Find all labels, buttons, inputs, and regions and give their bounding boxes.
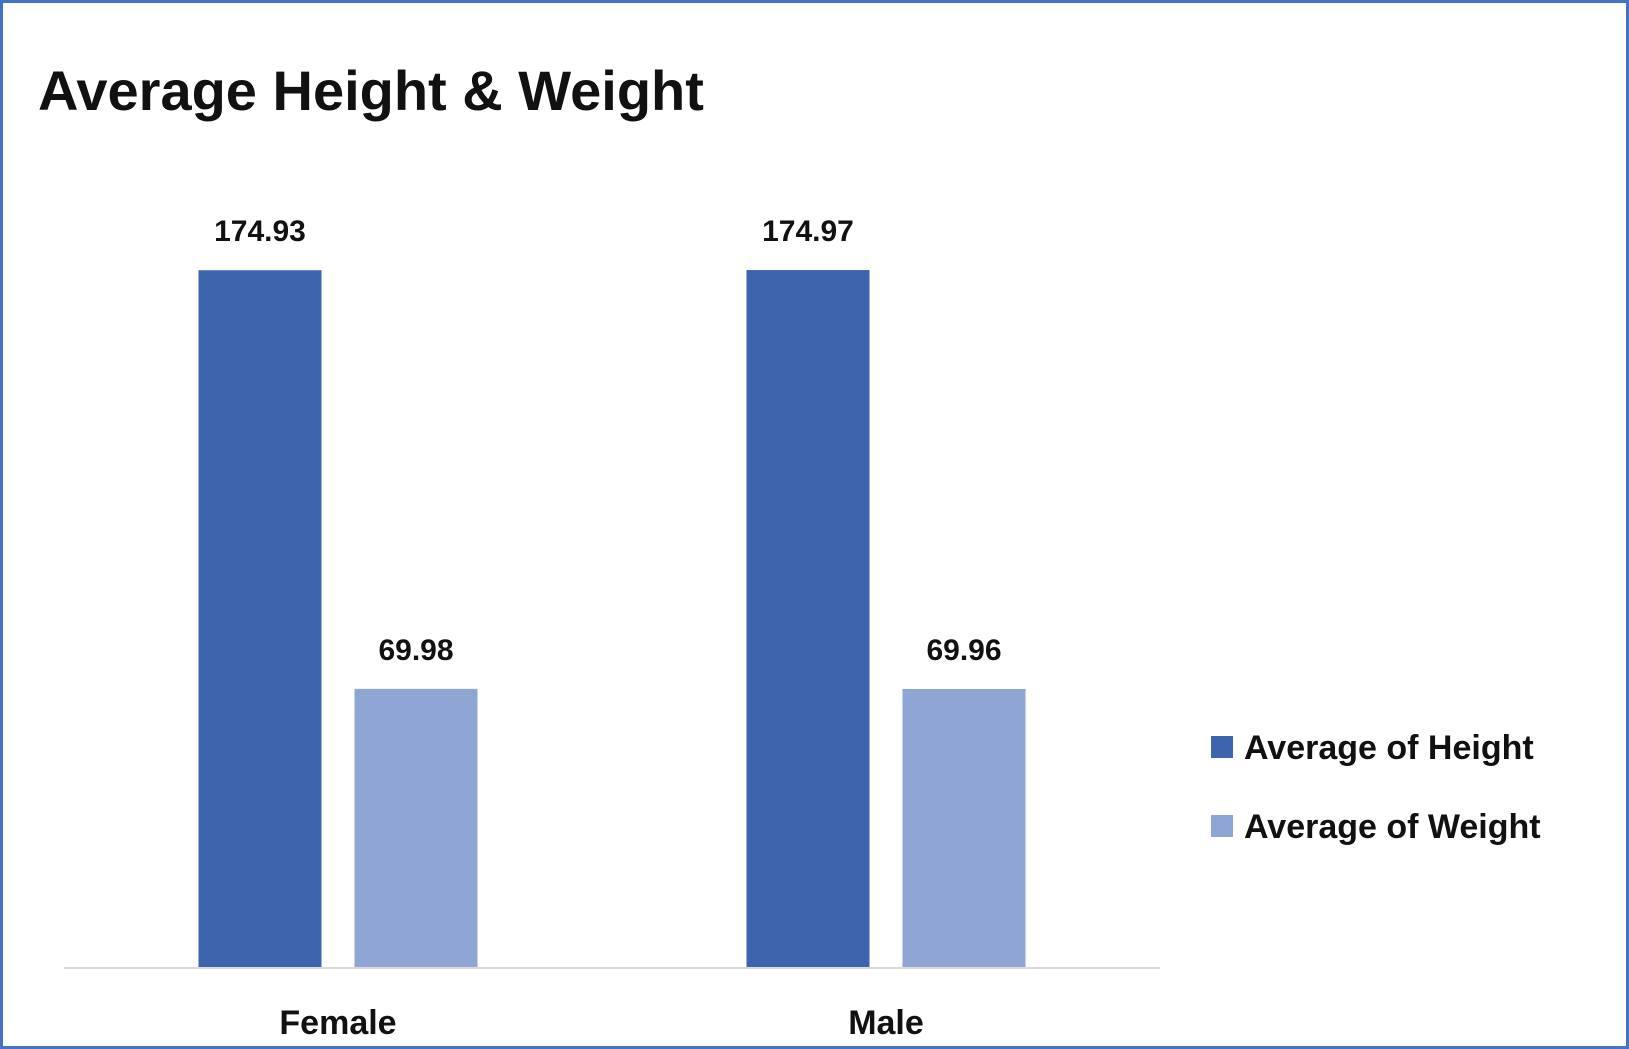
data-label-male-series-2: 69.96 bbox=[926, 634, 1001, 667]
legend-label-series-1: Average of Height bbox=[1244, 729, 1534, 767]
bar-female-series-1 bbox=[198, 270, 322, 969]
data-labels-layer: 174.93 69.98 174.97 69.96 bbox=[214, 215, 1001, 667]
chart-title: Average Height & Weight bbox=[38, 59, 704, 122]
legend-swatch-series-2 bbox=[1211, 815, 1233, 837]
category-labels-layer: Female Male bbox=[279, 1004, 923, 1042]
data-label-male-series-1: 174.97 bbox=[762, 215, 854, 248]
bar-male-series-1 bbox=[746, 270, 870, 969]
legend: Average of Height Average of Weight bbox=[1211, 729, 1541, 846]
data-label-female-series-1: 174.93 bbox=[214, 215, 306, 248]
bars-layer bbox=[198, 270, 1026, 969]
bar-male-series-2 bbox=[902, 688, 1026, 968]
legend-label-series-2: Average of Weight bbox=[1244, 808, 1541, 846]
legend-swatch-series-1 bbox=[1211, 736, 1233, 758]
bar-female-series-2 bbox=[354, 688, 478, 968]
category-label-male: Male bbox=[848, 1004, 924, 1042]
data-label-female-series-2: 69.98 bbox=[378, 634, 453, 667]
category-label-female: Female bbox=[279, 1004, 396, 1042]
